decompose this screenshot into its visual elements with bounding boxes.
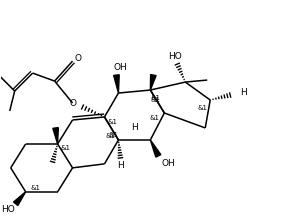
Polygon shape [14,192,26,206]
Text: HO: HO [168,52,182,61]
Polygon shape [150,140,161,157]
Text: H: H [117,161,124,170]
Polygon shape [114,75,119,93]
Text: H: H [240,88,247,97]
Polygon shape [150,75,156,90]
Text: &1: &1 [31,185,41,191]
Text: O: O [74,54,81,63]
Text: &1: &1 [61,145,71,151]
Text: OH: OH [161,159,175,168]
Text: OH: OH [114,63,127,72]
Text: &1: &1 [149,115,159,121]
Text: O: O [70,99,77,107]
Text: &1: &1 [197,105,207,111]
Text: &1: &1 [105,133,115,139]
Text: HO: HO [1,205,15,214]
Text: &1: &1 [150,97,160,103]
Polygon shape [53,128,58,144]
Text: &1: &1 [108,132,118,138]
Text: H: H [131,123,138,133]
Text: &1: &1 [150,95,160,101]
Text: &1: &1 [108,119,118,125]
